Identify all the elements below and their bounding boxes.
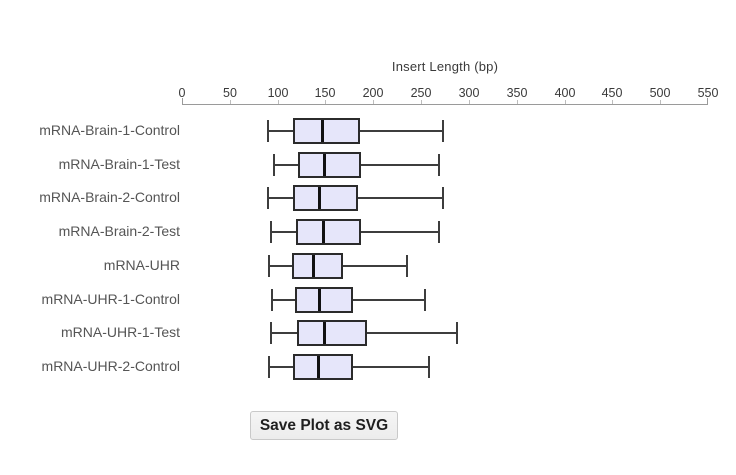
median-line	[322, 221, 325, 243]
x-axis-tick-label: 500	[649, 86, 671, 100]
save-plot-svg-button[interactable]: Save Plot as SVG	[250, 411, 398, 440]
whisker-cap-high	[438, 154, 440, 176]
whisker-cap-high	[428, 356, 430, 378]
x-axis-tick-label: 0	[178, 86, 186, 100]
x-axis-tick-label: 100	[267, 86, 289, 100]
x-axis-tick-label: 250	[410, 86, 432, 100]
whisker-cap-high	[442, 187, 444, 209]
whisker-cap-low	[267, 120, 269, 142]
iqr-box	[296, 219, 361, 245]
x-axis-tick	[565, 100, 566, 104]
median-line	[312, 255, 315, 277]
median-line	[318, 289, 321, 311]
whisker-cap-high	[438, 221, 440, 243]
median-line	[321, 120, 324, 142]
category-label: mRNA-Brain-2-Control	[39, 189, 180, 205]
category-label: mRNA-UHR-1-Test	[61, 324, 180, 340]
x-axis-line	[182, 104, 708, 105]
x-axis-tick	[660, 100, 661, 104]
whisker-cap-low	[268, 255, 270, 277]
category-label: mRNA-Brain-1-Control	[39, 122, 180, 138]
iqr-box	[292, 253, 343, 279]
category-label: mRNA-Brain-2-Test	[58, 223, 180, 239]
x-axis-tick-label: 550	[697, 86, 719, 100]
x-axis-endcap-left	[182, 98, 183, 104]
iqr-box	[298, 152, 361, 178]
x-axis-tick	[373, 100, 374, 104]
x-axis-tick	[325, 100, 326, 104]
median-line	[317, 356, 320, 378]
whisker-cap-low	[268, 356, 270, 378]
category-label: mRNA-UHR	[103, 257, 180, 273]
x-axis-tick-label: 300	[458, 86, 480, 100]
x-axis-tick	[612, 100, 613, 104]
whisker-cap-high	[424, 289, 426, 311]
x-axis-tick-label: 350	[506, 86, 528, 100]
whisker-cap-low	[267, 187, 269, 209]
x-axis-tick-label: 450	[601, 86, 623, 100]
x-axis-endcap-right	[707, 98, 708, 104]
category-label: mRNA-UHR-2-Control	[41, 358, 180, 374]
whisker-cap-low	[270, 221, 272, 243]
iqr-box	[297, 320, 367, 346]
x-axis-tick	[469, 100, 470, 104]
iqr-box	[293, 118, 360, 144]
x-axis-tick-label: 200	[362, 86, 384, 100]
iqr-box	[293, 185, 358, 211]
x-axis-tick	[278, 100, 279, 104]
x-axis-title: Insert Length (bp)	[391, 59, 499, 74]
x-axis-tick-label: 150	[314, 86, 336, 100]
x-axis-tick-label: 400	[554, 86, 576, 100]
median-line	[323, 154, 326, 176]
x-axis-tick	[517, 100, 518, 104]
iqr-box	[293, 354, 353, 380]
x-axis-tick	[230, 100, 231, 104]
iqr-box	[295, 287, 353, 313]
whisker-cap-high	[442, 120, 444, 142]
median-line	[323, 322, 326, 344]
category-label: mRNA-UHR-1-Control	[41, 291, 180, 307]
x-axis-tick-label: 50	[223, 86, 237, 100]
whisker-cap-high	[456, 322, 458, 344]
whisker-cap-low	[273, 154, 275, 176]
whisker-cap-low	[270, 322, 272, 344]
category-label: mRNA-Brain-1-Test	[58, 156, 180, 172]
whisker-cap-high	[406, 255, 408, 277]
median-line	[318, 187, 321, 209]
whisker-cap-low	[271, 289, 273, 311]
x-axis-tick	[421, 100, 422, 104]
